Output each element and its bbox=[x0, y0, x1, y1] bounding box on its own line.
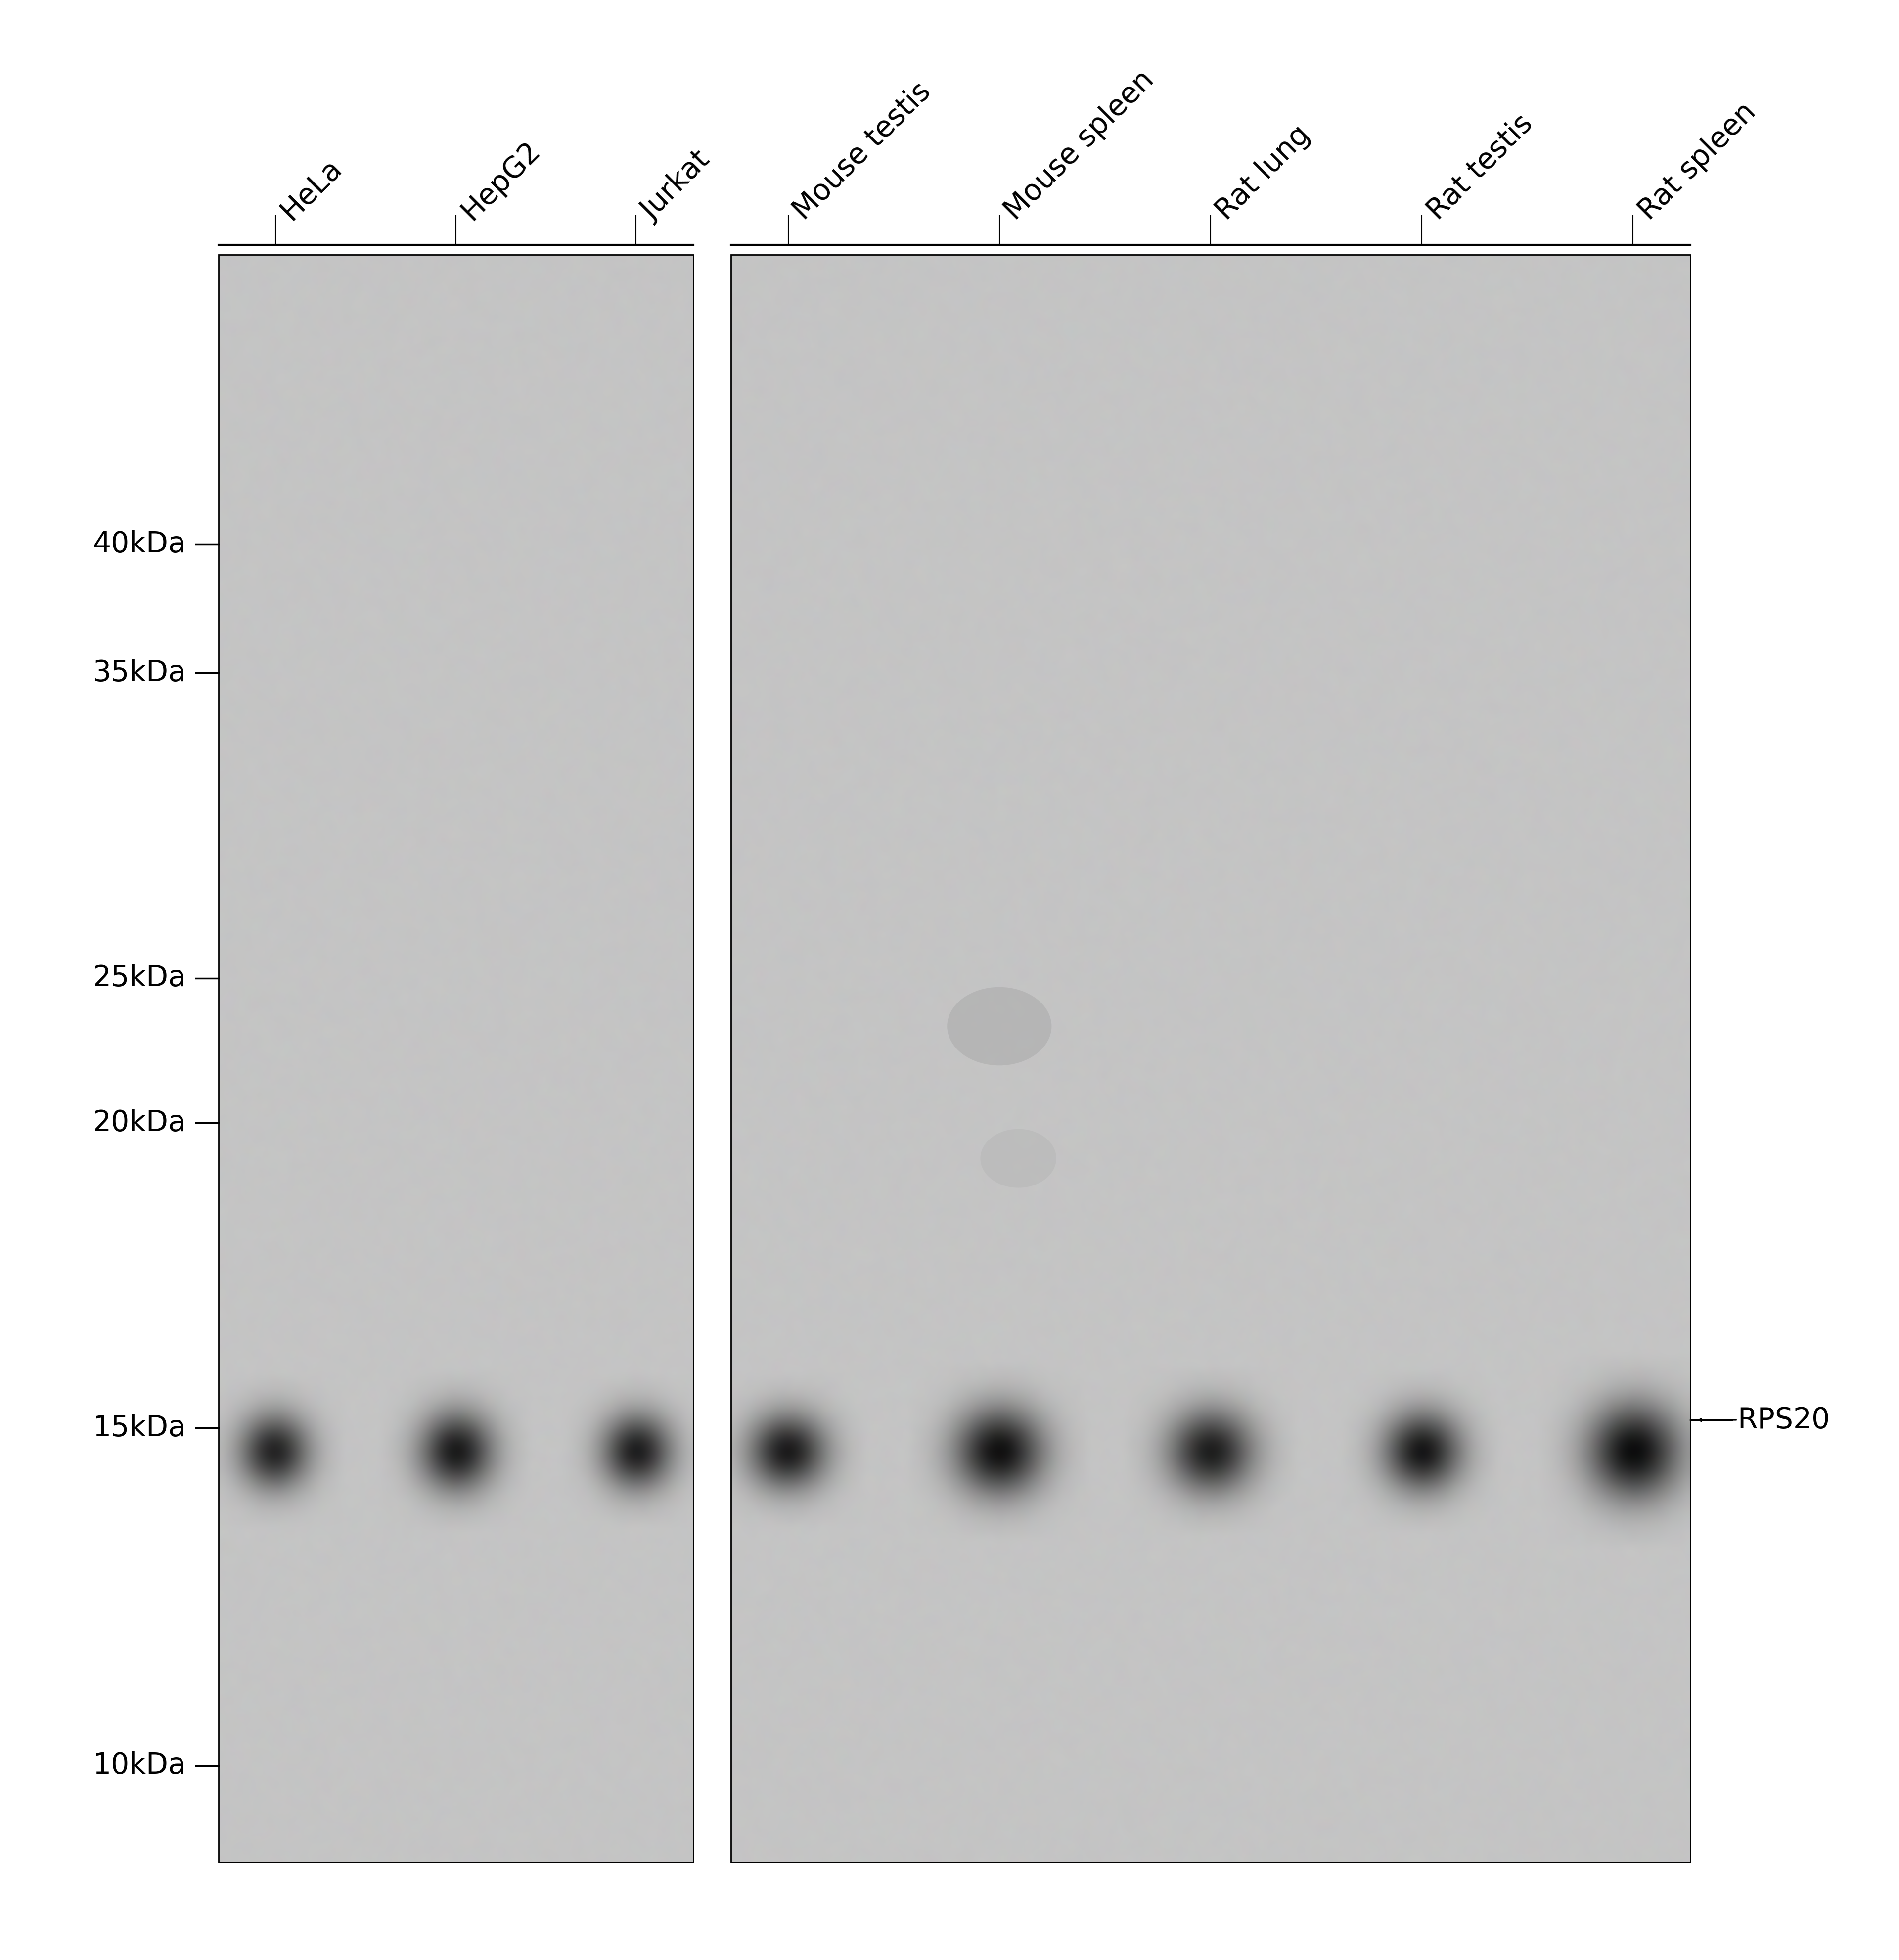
Bar bbox=[218, 255, 693, 1862]
Bar bbox=[731, 255, 1690, 1862]
Text: Rat spleen: Rat spleen bbox=[1633, 98, 1760, 225]
Text: 25kDa: 25kDa bbox=[93, 964, 186, 992]
Text: HepG2: HepG2 bbox=[456, 135, 545, 225]
Text: 15kDa: 15kDa bbox=[93, 1413, 186, 1443]
Text: Rat testis: Rat testis bbox=[1422, 110, 1538, 225]
Text: Mouse testis: Mouse testis bbox=[788, 76, 936, 225]
Text: RPS20: RPS20 bbox=[1738, 1405, 1831, 1435]
Text: 40kDa: 40kDa bbox=[93, 529, 186, 559]
Bar bbox=[693, 255, 731, 1862]
Bar bbox=[218, 255, 693, 1862]
Text: 35kDa: 35kDa bbox=[93, 659, 186, 686]
Text: 10kDa: 10kDa bbox=[93, 1752, 186, 1780]
Text: Jurkat: Jurkat bbox=[636, 147, 716, 225]
Bar bbox=[731, 255, 1690, 1862]
Ellipse shape bbox=[980, 1129, 1056, 1188]
Text: Mouse spleen: Mouse spleen bbox=[999, 65, 1160, 225]
Bar bbox=[218, 255, 693, 1862]
Text: HeLa: HeLa bbox=[275, 153, 348, 225]
Bar bbox=[731, 255, 1690, 1862]
Ellipse shape bbox=[948, 988, 1052, 1066]
Text: 20kDa: 20kDa bbox=[93, 1109, 186, 1137]
Text: Rat lung: Rat lung bbox=[1212, 120, 1316, 225]
